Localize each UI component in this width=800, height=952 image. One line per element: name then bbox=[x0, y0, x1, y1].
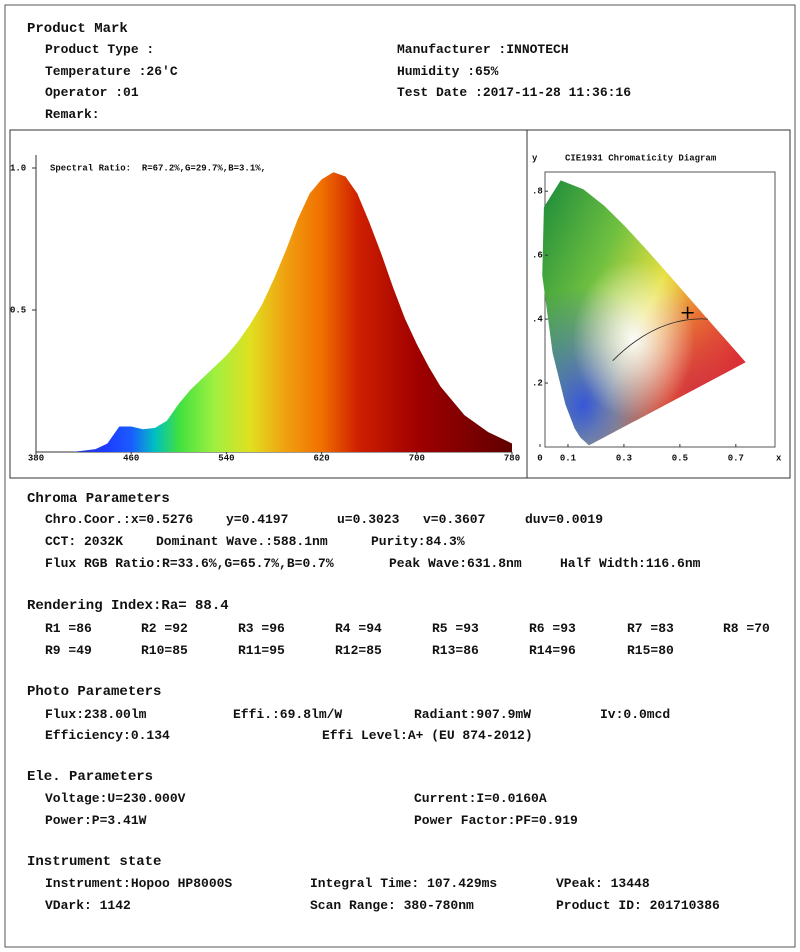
field: R4 =94 bbox=[335, 621, 382, 636]
field: R9 =49 bbox=[45, 643, 92, 658]
field: Current:I=0.0160A bbox=[414, 791, 547, 806]
field: Purity:84.3% bbox=[371, 534, 465, 549]
field: Dominant Wave.:588.1nm bbox=[156, 534, 328, 549]
field: v=0.3607 bbox=[423, 512, 486, 527]
y-tick-label: .4 bbox=[532, 314, 543, 324]
x-tick-label: 540 bbox=[218, 453, 234, 463]
y-tick-label: 0.5 bbox=[10, 305, 26, 315]
field: Effi.:69.8lm/W bbox=[233, 707, 343, 722]
section-title: Rendering Index:Ra= 88.4 bbox=[27, 598, 229, 614]
field: Remark: bbox=[45, 107, 100, 122]
field: R7 =83 bbox=[627, 621, 674, 636]
field: Scan Range: 380-780nm bbox=[310, 898, 474, 913]
section-title: Photo Parameters bbox=[27, 684, 162, 700]
field: R13=86 bbox=[432, 643, 479, 658]
x-tick-label: 0 bbox=[537, 453, 542, 463]
field: R8 =70 bbox=[723, 621, 770, 636]
locus bbox=[542, 180, 746, 446]
chart-box bbox=[9, 129, 791, 479]
field: VPeak: 13448 bbox=[556, 876, 650, 891]
field: Radiant:907.9mW bbox=[414, 707, 532, 722]
field: R10=85 bbox=[141, 643, 188, 658]
field: Manufacturer :INNOTECH bbox=[397, 42, 569, 57]
field: CCT: 2032K bbox=[45, 534, 124, 549]
y-axis-label: y bbox=[532, 153, 538, 163]
field: Effi Level:A+ (EU 874-2012) bbox=[322, 728, 533, 743]
y-tick-label: .2 bbox=[532, 378, 543, 388]
field: Operator :01 bbox=[45, 85, 139, 100]
field: Power Factor:PF=0.919 bbox=[414, 813, 578, 828]
x-tick-label: 380 bbox=[28, 453, 44, 463]
field: Half Width:116.6nm bbox=[560, 556, 701, 571]
planck-locus bbox=[612, 318, 708, 361]
y-tick-label: .6 bbox=[532, 251, 543, 261]
x-tick-label: 700 bbox=[409, 453, 425, 463]
field: Instrument:Hopoo HP8000S bbox=[45, 876, 233, 891]
section-title: Product Mark bbox=[27, 21, 128, 37]
x-tick-label: 0.5 bbox=[672, 453, 688, 463]
point bbox=[681, 306, 694, 319]
field: Flux RGB Ratio:R=33.6%,G=65.7%,B=0.7% bbox=[45, 556, 334, 571]
field: Efficiency:0.134 bbox=[45, 728, 170, 743]
field: R12=85 bbox=[335, 643, 382, 658]
x-tick-label: 0.3 bbox=[616, 453, 632, 463]
y-tick-label: 1.0 bbox=[10, 163, 26, 173]
x-tick-label: 0.7 bbox=[728, 453, 744, 463]
field: VDark: 1142 bbox=[45, 898, 131, 913]
section-title: Ele. Parameters bbox=[27, 769, 154, 785]
y-tick-label: .8 bbox=[532, 187, 543, 197]
field: R11=95 bbox=[238, 643, 285, 658]
x-tick-label: 780 bbox=[504, 453, 520, 463]
x-tick-label: 0.1 bbox=[560, 453, 577, 463]
field: R3 =96 bbox=[238, 621, 285, 636]
field: R14=96 bbox=[529, 643, 576, 658]
field: Integral Time: 107.429ms bbox=[310, 876, 498, 891]
field: R5 =93 bbox=[432, 621, 479, 636]
x-tick-label: 460 bbox=[123, 453, 139, 463]
x-axis-label: x bbox=[776, 453, 782, 463]
field: Product ID: 201710386 bbox=[556, 898, 720, 913]
field: Humidity :65% bbox=[397, 64, 499, 79]
field: u=0.3023 bbox=[337, 512, 400, 527]
field: R2 =92 bbox=[141, 621, 188, 636]
spectrum-area bbox=[36, 172, 512, 452]
chart-title: CIE1931 Chromaticity Diagram bbox=[565, 153, 717, 163]
section-title: Chroma Parameters bbox=[27, 491, 170, 507]
field: Chro.Coor.:x=0.5276 bbox=[45, 512, 194, 527]
section-title: Instrument state bbox=[27, 854, 162, 870]
field: Voltage:U=230.000V bbox=[45, 791, 186, 806]
field: duv=0.0019 bbox=[525, 512, 604, 527]
annotation: Spectral Ratio: R=67.2%,G=29.7%,B=3.1%, bbox=[50, 163, 266, 173]
field: Product Type : bbox=[45, 42, 155, 57]
field: R6 =93 bbox=[529, 621, 576, 636]
field: Peak Wave:631.8nm bbox=[389, 556, 522, 571]
page-border bbox=[4, 4, 796, 948]
field: Temperature :26'C bbox=[45, 64, 178, 79]
field: y=0.4197 bbox=[226, 512, 289, 527]
field: Test Date :2017-11-28 11:36:16 bbox=[397, 85, 632, 100]
field: Power:P=3.41W bbox=[45, 813, 147, 828]
field: Flux:238.00lm bbox=[45, 707, 147, 722]
field: Iv:0.0mcd bbox=[600, 707, 671, 722]
x-tick-label: 620 bbox=[313, 453, 329, 463]
field: R15=80 bbox=[627, 643, 674, 658]
field: R1 =86 bbox=[45, 621, 92, 636]
